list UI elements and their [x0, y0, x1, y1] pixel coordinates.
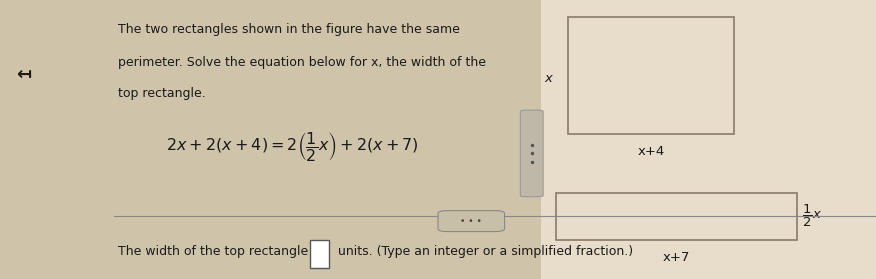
Bar [541, 0, 876, 279]
Text: $2x+2(x+4)=2\left(\dfrac{1}{2}x\right)+2(x+7)$: $2x+2(x+4)=2\left(\dfrac{1}{2}x\right)+2… [166, 130, 420, 163]
Text: top rectangle.: top rectangle. [118, 87, 206, 100]
Text: • • •: • • • [461, 217, 482, 226]
Text: The two rectangles shown in the figure have the same: The two rectangles shown in the figure h… [118, 23, 460, 36]
Bar [556, 193, 797, 240]
Bar [310, 240, 329, 268]
Text: ↤: ↤ [16, 66, 31, 84]
Text: units. (Type an integer or a simplified fraction.): units. (Type an integer or a simplified … [334, 245, 632, 258]
Text: $\dfrac{1}{2}x$: $\dfrac{1}{2}x$ [802, 203, 822, 229]
Bar [568, 17, 734, 134]
Text: perimeter. Solve the equation below for x, the width of the: perimeter. Solve the equation below for … [118, 56, 486, 69]
FancyBboxPatch shape [520, 110, 543, 197]
Text: x+7: x+7 [663, 251, 690, 264]
FancyBboxPatch shape [438, 211, 505, 232]
Bar [0, 0, 541, 279]
Text: x: x [544, 72, 552, 85]
Text: The width of the top rectangle is: The width of the top rectangle is [118, 245, 327, 258]
Text: x+4: x+4 [637, 145, 665, 158]
